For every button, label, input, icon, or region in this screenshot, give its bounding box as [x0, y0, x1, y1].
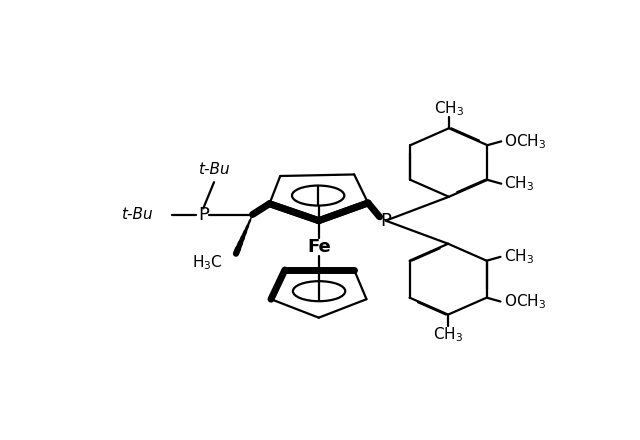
Text: t-Bu: t-Bu — [121, 207, 152, 222]
Text: H$_3$C: H$_3$C — [192, 253, 223, 271]
Text: P: P — [198, 205, 209, 224]
Text: CH$_3$: CH$_3$ — [433, 325, 463, 344]
Text: CH$_3$: CH$_3$ — [504, 247, 534, 266]
Text: P: P — [380, 212, 391, 230]
Text: OCH$_3$: OCH$_3$ — [504, 292, 546, 311]
Text: Fe: Fe — [307, 238, 331, 256]
Text: CH$_3$: CH$_3$ — [434, 99, 464, 117]
Text: OCH$_3$: OCH$_3$ — [504, 132, 547, 150]
Text: t-Bu: t-Bu — [198, 162, 230, 177]
Text: CH$_3$: CH$_3$ — [504, 174, 534, 193]
